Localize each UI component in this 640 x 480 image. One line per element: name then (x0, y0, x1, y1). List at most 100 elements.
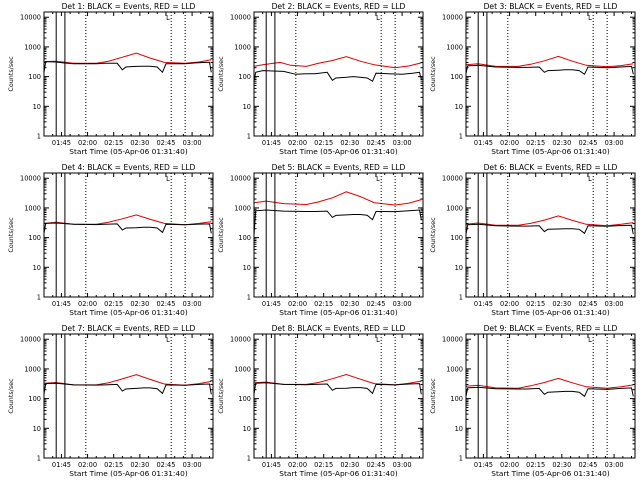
series-lld (44, 374, 212, 386)
series-events (254, 70, 422, 82)
x-tick-label: 02:30 (130, 300, 149, 308)
detector-panel-1: Det 1: BLACK = Events, RED = LLD L 01:45 02… (7, 2, 214, 156)
y-tick-label: 1 (459, 294, 463, 302)
x-tick-label: 02:15 (526, 139, 545, 147)
panel-title: Det 1: BLACK = Events, RED = LLD (62, 2, 196, 11)
marker-annotation: L (166, 175, 170, 183)
x-tick-label: 02:30 (340, 139, 359, 147)
x-tick-label: 01:45 (52, 461, 71, 469)
x-tick-label: 02:00 (500, 139, 519, 147)
y-tick-label: 1000 (234, 365, 251, 373)
x-tick-label: 02:45 (366, 300, 385, 308)
plot-frame (253, 333, 424, 459)
y-tick-label: 100 (28, 395, 41, 403)
series-lld (44, 52, 212, 64)
plot-frame (253, 11, 424, 137)
x-axis-label: Start Time (05-Apr-06 01:31:40) (491, 469, 610, 478)
x-axis-label: Start Time (05-Apr-06 01:31:40) (491, 308, 610, 317)
x-tick-label: 02:45 (578, 300, 597, 308)
x-tick-label: 03:00 (393, 461, 412, 469)
x-tick-label: 01:45 (262, 139, 281, 147)
x-tick-label: 02:30 (130, 139, 149, 147)
plot-frame (43, 333, 214, 459)
detector-panel-8: Det 8: BLACK = Events, RED = LLD L 01:45 02… (217, 324, 424, 478)
x-tick-label: 02:00 (78, 139, 97, 147)
x-tick-label: 01:45 (474, 300, 493, 308)
y-tick-label: 10000 (442, 175, 463, 183)
x-tick-label: 03:00 (393, 139, 412, 147)
y-tick-label: 1 (37, 294, 41, 302)
x-tick-label: 01:45 (262, 300, 281, 308)
x-tick-label: 03:00 (605, 300, 624, 308)
x-tick-label: 02:00 (500, 461, 519, 469)
x-tick-label: 02:15 (526, 461, 545, 469)
plot-frame (465, 172, 636, 298)
y-tick-label: 100 (238, 234, 251, 242)
panel-title: Det 7: BLACK = Events, RED = LLD (62, 324, 196, 333)
y-tick-label: 1000 (24, 43, 41, 51)
panel-title: Det 8: BLACK = Events, RED = LLD (272, 324, 406, 333)
marker-annotation: L (376, 336, 380, 344)
y-tick-label: 10000 (20, 175, 41, 183)
x-axis-label: Start Time (05-Apr-06 01:31:40) (69, 308, 188, 317)
series-lld (44, 214, 212, 226)
series-events (466, 386, 634, 398)
detector-panel-5: Det 5: BLACK = Events, RED = LLD L 01:45 02… (217, 163, 424, 317)
x-tick-label: 02:00 (288, 300, 307, 308)
x-tick-label: 02:15 (526, 300, 545, 308)
series-events (44, 382, 212, 395)
x-tick-label: 03:00 (393, 300, 412, 308)
x-tick-label: 02:45 (156, 300, 175, 308)
panel-title: Det 2: BLACK = Events, RED = LLD (272, 2, 406, 11)
x-tick-label: 02:30 (552, 139, 571, 147)
x-tick-label: 02:00 (78, 300, 97, 308)
y-tick-label: 100 (450, 395, 463, 403)
y-axis-label: Counts/sec (7, 56, 15, 92)
series-events (466, 223, 634, 235)
x-tick-label: 03:00 (183, 300, 202, 308)
series-lld (466, 377, 634, 389)
x-tick-label: 01:45 (474, 461, 493, 469)
marker-annotation: L (588, 175, 592, 183)
x-tick-label: 02:00 (500, 300, 519, 308)
marker-annotation: L (166, 336, 170, 344)
detector-panel-9: Det 9: BLACK = Events, RED = LLD L 01:45 02… (429, 324, 636, 478)
detector-panel-6: Det 6: BLACK = Events, RED = LLD L 01:45 02… (429, 163, 636, 317)
series-events (466, 64, 634, 76)
detector-panel-7: Det 7: BLACK = Events, RED = LLD L 01:45 02… (7, 324, 214, 478)
y-tick-label: 10000 (442, 14, 463, 22)
x-tick-label: 03:00 (183, 139, 202, 147)
x-tick-label: 02:45 (578, 139, 597, 147)
x-tick-label: 02:15 (104, 139, 123, 147)
x-tick-label: 03:00 (605, 139, 624, 147)
marker-annotation: L (588, 14, 592, 22)
y-tick-label: 100 (450, 234, 463, 242)
x-tick-label: 02:00 (288, 139, 307, 147)
x-axis-label: Start Time (05-Apr-06 01:31:40) (279, 469, 398, 478)
x-tick-label: 02:15 (314, 461, 333, 469)
detector-panel-4: Det 4: BLACK = Events, RED = LLD L 01:45 02… (7, 163, 214, 317)
y-tick-label: 1 (247, 294, 251, 302)
y-tick-label: 10 (243, 264, 251, 272)
y-tick-label: 10000 (230, 175, 251, 183)
y-axis-label: Counts/sec (429, 217, 437, 253)
series-events (254, 382, 422, 395)
y-tick-label: 1000 (446, 43, 463, 51)
y-tick-label: 1 (459, 133, 463, 141)
x-tick-label: 01:45 (52, 139, 71, 147)
y-tick-label: 10 (33, 103, 41, 111)
y-tick-label: 10000 (442, 336, 463, 344)
x-tick-label: 02:00 (78, 461, 97, 469)
detector-panel-3: Det 3: BLACK = Events, RED = LLD L 01:45 02… (429, 2, 636, 156)
x-tick-label: 02:30 (552, 300, 571, 308)
y-tick-label: 1 (37, 133, 41, 141)
y-tick-label: 1 (247, 133, 251, 141)
marker-annotation: L (166, 14, 170, 22)
x-tick-label: 02:45 (366, 139, 385, 147)
y-tick-label: 10 (33, 264, 41, 272)
y-axis-label: Counts/sec (429, 56, 437, 92)
x-tick-label: 01:45 (474, 139, 493, 147)
y-tick-label: 100 (28, 234, 41, 242)
x-tick-label: 02:30 (340, 461, 359, 469)
